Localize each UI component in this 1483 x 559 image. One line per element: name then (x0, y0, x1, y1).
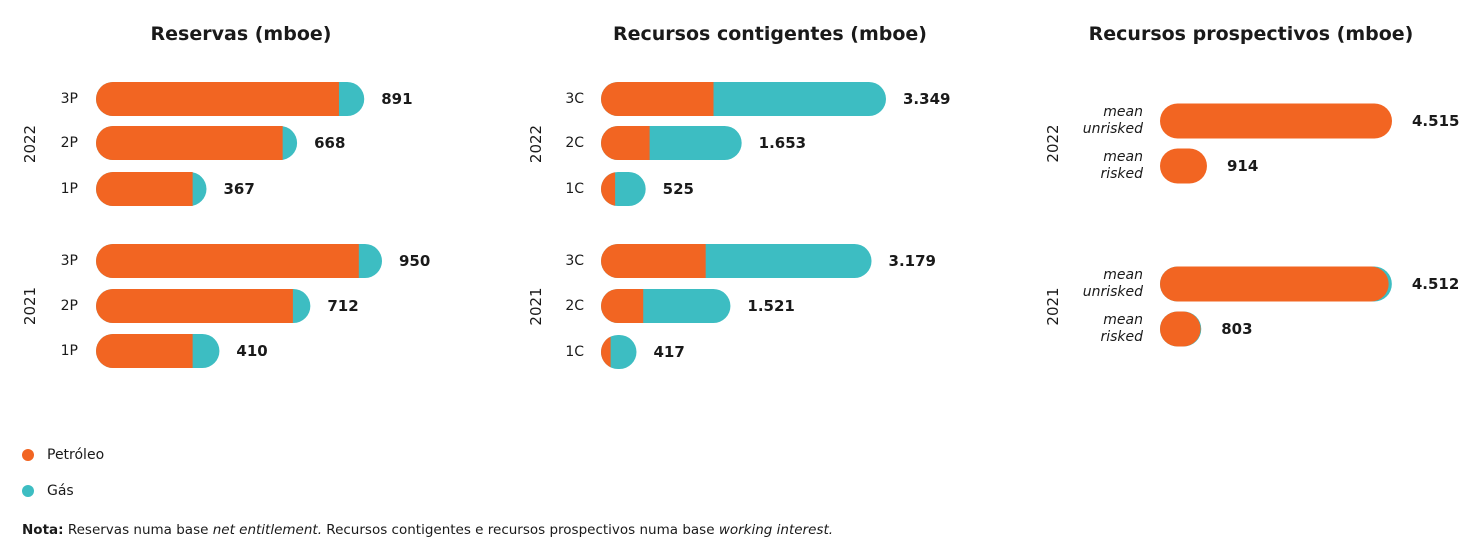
bar-oil-c3-2021-1 (1160, 311, 1201, 347)
footnote-italic-1: net entitlement. (212, 522, 323, 538)
value-label: 4.512 (1412, 275, 1459, 293)
category-label: 1C (565, 344, 584, 360)
value-label: 914 (1227, 157, 1258, 175)
category-label: 3C (565, 253, 584, 269)
footnote-label: Nota: (22, 522, 64, 538)
category-label: unrisked (1083, 121, 1143, 137)
year-label-2021: 2021 (527, 287, 545, 325)
category-label: mean (1103, 267, 1143, 283)
footnote-italic-2: working interest. (718, 522, 834, 538)
value-label: 803 (1221, 320, 1252, 338)
value-label: 1.653 (759, 134, 806, 152)
category-label: 2P (61, 298, 78, 314)
footnote-text-2: Recursos contigentes e recursos prospect… (322, 522, 719, 538)
bar-oil-c1-2022-2 (96, 172, 193, 206)
bar-oil-c2-2022-2 (601, 172, 616, 206)
bar-oil-c2-2021-1 (601, 289, 644, 323)
chart-title-1: Reservas (mboe) (151, 23, 332, 45)
category-label: 3P (61, 91, 78, 107)
category-label: risked (1100, 329, 1143, 345)
bar-oil-c2-2021-0 (601, 244, 706, 278)
category-label: mean (1103, 149, 1143, 165)
legend: Petróleo Gás (22, 446, 104, 518)
category-label: mean (1103, 104, 1143, 120)
legend-item-oil: Petróleo (22, 446, 104, 464)
year-label-2022: 2022 (21, 125, 39, 163)
value-label: 3.349 (903, 90, 950, 108)
legend-oil-swatch (22, 449, 34, 461)
bar-oil-c2-2022-1 (601, 126, 650, 160)
value-label: 712 (327, 297, 358, 315)
bar-oil-c1-2021-2 (96, 334, 193, 368)
category-label: 1P (61, 181, 78, 197)
value-label: 1.521 (747, 297, 794, 315)
year-label-2022: 2022 (1044, 124, 1062, 162)
chart-title-3: Recursos prospectivos (mboe) (1089, 23, 1414, 45)
value-label: 525 (663, 180, 694, 198)
category-label: 2C (565, 298, 584, 314)
bar-oil-c1-2022-0 (96, 82, 339, 116)
category-label: 2C (565, 135, 584, 151)
category-label: unrisked (1083, 284, 1143, 300)
year-label-2021: 2021 (1044, 287, 1062, 325)
bar-oil-c3-2022-1 (1160, 148, 1207, 184)
bar-oil-c2-2021-2 (601, 336, 611, 368)
category-label: 1P (61, 343, 78, 359)
category-label: risked (1100, 166, 1143, 182)
category-label: mean (1103, 312, 1143, 328)
value-label: 417 (653, 343, 684, 361)
legend-item-gas: Gás (22, 482, 104, 500)
footnote: Nota: Reservas numa base net entitlement… (22, 522, 833, 538)
category-label: 2P (61, 135, 78, 151)
value-label: 367 (223, 180, 254, 198)
bar-oil-c3-2022-0 (1160, 103, 1392, 139)
bar-oil-c2-2022-0 (601, 82, 714, 116)
value-label: 410 (236, 342, 267, 360)
year-label-2022: 2022 (527, 125, 545, 163)
footnote-text-1: Reservas numa base (63, 522, 213, 538)
category-label: 3P (61, 253, 78, 269)
value-label: 891 (381, 90, 412, 108)
category-label: 1C (565, 181, 584, 197)
bar-oil-c1-2021-1 (96, 289, 293, 323)
value-label: 3.179 (889, 252, 936, 270)
year-label-2021: 2021 (21, 287, 39, 325)
value-label: 950 (399, 252, 430, 270)
bar-oil-c1-2021-0 (96, 244, 359, 278)
legend-gas-label: Gás (47, 483, 74, 499)
value-label: 4.515 (1412, 112, 1459, 130)
bar-oil-c1-2022-1 (96, 126, 283, 160)
value-label: 668 (314, 134, 345, 152)
chart-title-2: Recursos contigentes (mboe) (613, 23, 927, 45)
legend-oil-label: Petróleo (47, 447, 105, 463)
bar-oil-c3-2021-0 (1160, 266, 1389, 302)
legend-gas-swatch (22, 485, 34, 497)
category-label: 3C (565, 91, 584, 107)
